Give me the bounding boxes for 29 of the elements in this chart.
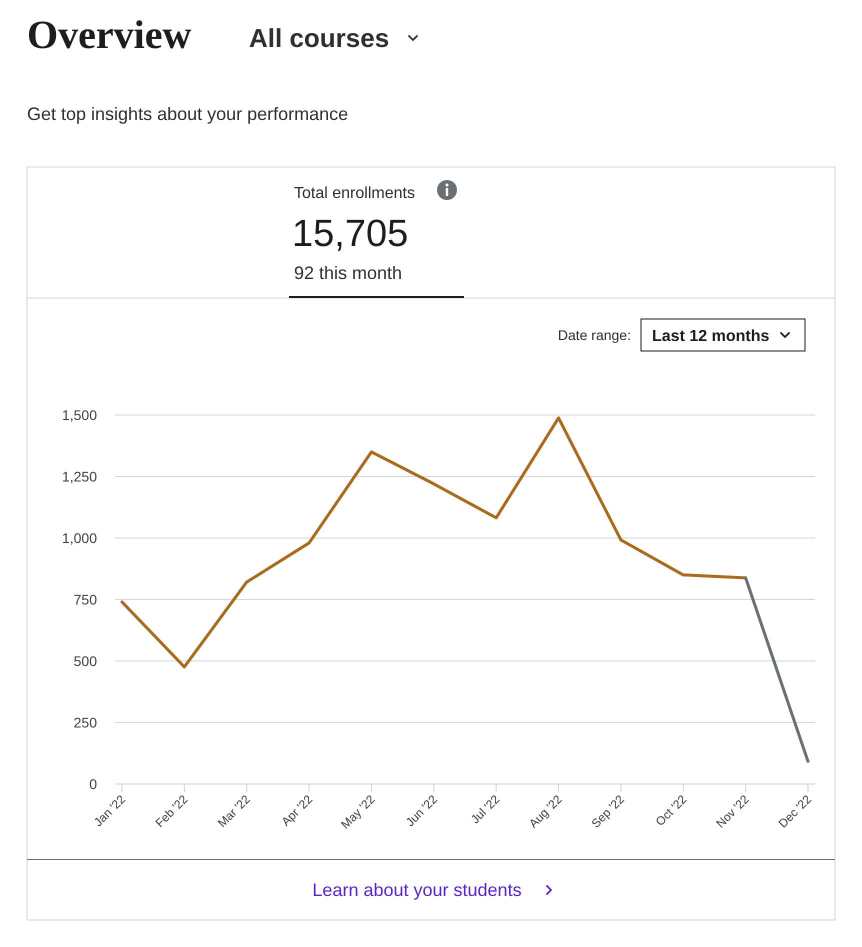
chart-title: Overview: [27, 12, 192, 57]
line-series: [120, 416, 748, 668]
y-tick-label: 250: [74, 714, 98, 730]
y-tick-label: 0: [89, 776, 98, 792]
x-tick-label: Jul '22: [468, 792, 503, 826]
y-tick-label: 1,000: [62, 530, 98, 546]
x-tick-label: Nov '22: [713, 792, 752, 831]
x-tick-label: Aug '22: [526, 792, 565, 831]
x-tick-label: Feb '22: [152, 792, 191, 830]
text: Date range:: [558, 327, 631, 343]
x-tick-label: Sep '22: [588, 792, 628, 831]
x-tick-label: Apr '22: [278, 792, 316, 829]
text: Last 12 months: [652, 328, 770, 345]
x-tick-label: Mar '22: [214, 792, 254, 830]
x-tick-label: Jun '22: [402, 792, 440, 830]
y-tick-label: 750: [74, 591, 98, 608]
text: Learn about your students: [312, 880, 522, 900]
x-tick-label: Oct '22: [652, 792, 690, 829]
text: 92 this month: [294, 263, 402, 283]
x-tick-label: Dec '22: [776, 792, 814, 831]
y-tick-label: 1,250: [62, 468, 98, 484]
text: Total enrollments: [294, 185, 415, 202]
y-tick-label: 1,500: [62, 406, 98, 423]
x-tick-label: May '22: [338, 792, 378, 832]
x-tick-label: Jan '22: [91, 792, 128, 830]
text: All courses: [249, 23, 390, 53]
chart-subtitle: Get top insights about your performance: [27, 104, 348, 124]
y-tick-label: 500: [74, 652, 98, 669]
text: 15,705: [292, 213, 408, 255]
